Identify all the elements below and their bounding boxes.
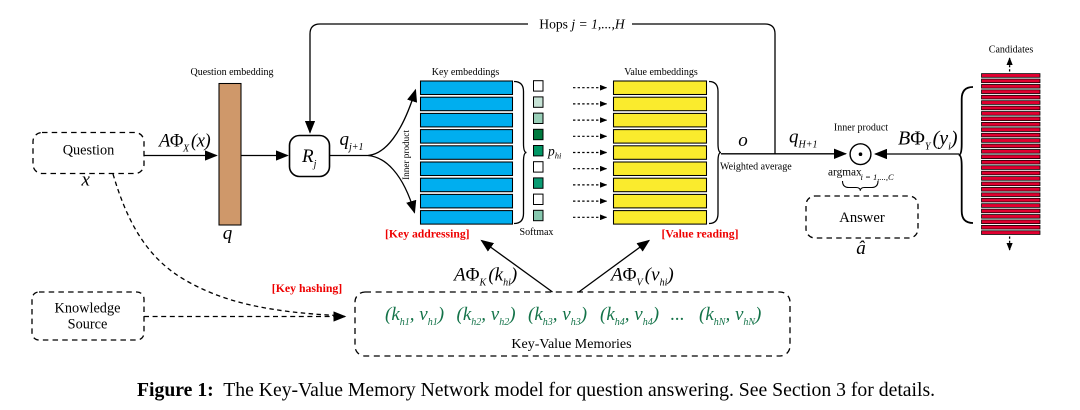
- svg-text:Softmax: Softmax: [520, 227, 554, 238]
- svg-text:BΦY(yi): BΦY (yi): [898, 128, 958, 153]
- svg-text:(kh3, vh3): (kh3, vh3): [528, 304, 587, 328]
- svg-text:qH+1: qH+1: [789, 127, 817, 151]
- svg-text:Hops j = 1,...,H: Hops j = 1,...,H: [539, 17, 626, 32]
- svg-text:...: ...: [670, 304, 684, 325]
- svg-text:q: q: [223, 223, 233, 244]
- svg-text:i = 1,...,C: i = 1,...,C: [861, 172, 895, 182]
- svg-text:Key-Value Memories: Key-Value Memories: [511, 337, 631, 352]
- svg-text:argmax: argmax: [828, 167, 862, 179]
- svg-text:Inner product: Inner product: [834, 123, 888, 134]
- svg-text:x: x: [81, 170, 91, 191]
- svg-text:[Key hashing]: [Key hashing]: [272, 281, 343, 295]
- svg-text:Figure 1: The Key-Value Memor: Figure 1: The Key-Value Memory Network m…: [137, 379, 935, 401]
- svg-text:AΦX(x): AΦX (x): [157, 131, 211, 154]
- svg-text:Knowledge: Knowledge: [55, 301, 121, 317]
- svg-text:Weighted average: Weighted average: [720, 162, 792, 173]
- svg-text:Rj: Rj: [301, 146, 317, 170]
- svg-text:(kh1, vh1): (kh1, vh1): [385, 304, 444, 328]
- svg-text:[Value reading]: [Value reading]: [662, 228, 739, 241]
- svg-text:(kh4, vh4): (kh4, vh4): [600, 304, 659, 328]
- svg-text:(kh2, vh2): (kh2, vh2): [457, 304, 516, 328]
- svg-text:Answer: Answer: [839, 210, 885, 226]
- svg-text:AΦV(vhi): AΦV (vhi): [609, 265, 674, 289]
- svg-text:Question: Question: [63, 143, 115, 159]
- svg-text:o: o: [738, 130, 748, 151]
- svg-text:Key embeddings: Key embeddings: [432, 67, 500, 78]
- svg-text:[Key addressing]: [Key addressing]: [385, 228, 470, 241]
- svg-text:Source: Source: [68, 317, 108, 333]
- svg-text:Inner product: Inner product: [401, 130, 411, 180]
- svg-text:phi: phi: [547, 143, 562, 160]
- svg-text:Candidates: Candidates: [989, 45, 1034, 56]
- svg-text:AΦK(khi): AΦK (khi): [452, 265, 517, 289]
- svg-text:Value embeddings: Value embeddings: [624, 67, 698, 78]
- svg-text:Question embedding: Question embedding: [190, 67, 273, 78]
- svg-text:(khN, vhN): (khN, vhN): [699, 304, 761, 328]
- svg-text:qj+1: qj+1: [340, 129, 364, 153]
- svg-text:â: â: [856, 238, 866, 259]
